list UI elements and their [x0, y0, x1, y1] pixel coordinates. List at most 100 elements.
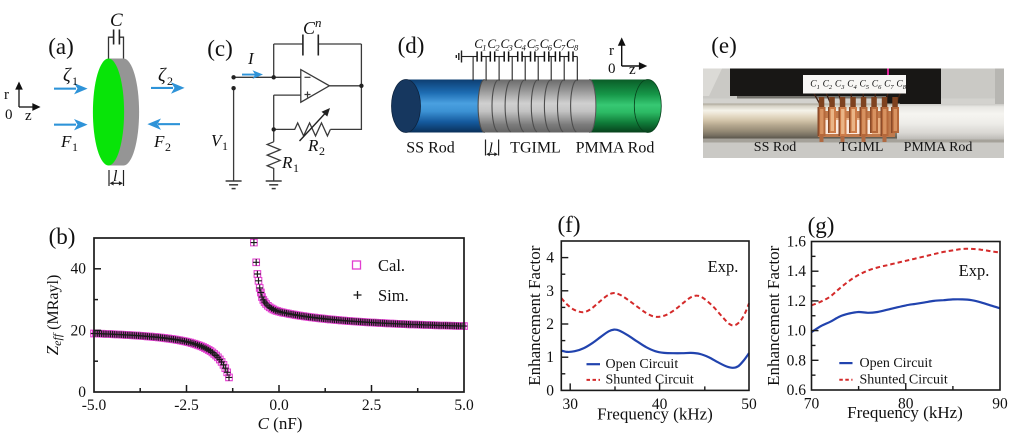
svg-text:l: l	[489, 140, 493, 156]
svg-text:4: 4	[546, 250, 554, 267]
svg-text:C: C	[860, 80, 867, 90]
svg-text:1: 1	[222, 139, 228, 153]
svg-text:Enhancement Factor: Enhancement Factor	[764, 245, 783, 386]
svg-text:Frequency (kHz): Frequency (kHz)	[597, 405, 713, 424]
svg-text:6: 6	[878, 84, 882, 91]
svg-text:2: 2	[829, 84, 833, 91]
svg-text:1: 1	[72, 74, 78, 88]
svg-text:C: C	[474, 36, 483, 51]
svg-text:F: F	[60, 132, 72, 151]
svg-text:4: 4	[854, 84, 858, 91]
svg-text:40: 40	[71, 261, 87, 278]
svg-text:2: 2	[546, 316, 554, 333]
svg-text:C: C	[527, 36, 536, 51]
svg-text:2: 2	[319, 144, 325, 158]
svg-text:Cal.: Cal.	[378, 256, 405, 275]
svg-text:(b): (b)	[49, 224, 76, 249]
svg-text:7: 7	[561, 43, 566, 53]
svg-text:Sim.: Sim.	[378, 286, 409, 305]
svg-text:SS Rod: SS Rod	[406, 139, 454, 156]
svg-text:Exp.: Exp.	[959, 261, 990, 280]
svg-text:0.6: 0.6	[787, 382, 807, 399]
svg-text:0: 0	[5, 107, 13, 123]
svg-text:Zeff (MRayl): Zeff (MRayl)	[43, 275, 64, 356]
svg-text:20: 20	[71, 323, 87, 340]
svg-text:(a): (a)	[48, 34, 74, 59]
svg-text:R: R	[281, 153, 293, 172]
svg-text:C: C	[514, 36, 523, 51]
svg-text:1: 1	[293, 161, 299, 175]
svg-text:4: 4	[522, 43, 527, 53]
svg-text:z: z	[25, 108, 32, 124]
svg-text:70: 70	[804, 396, 820, 413]
svg-text:(d): (d)	[398, 33, 425, 58]
svg-text:5.0: 5.0	[454, 397, 474, 414]
svg-text:(f): (f)	[558, 212, 581, 237]
svg-text:2.5: 2.5	[362, 397, 382, 414]
svg-text:7: 7	[890, 84, 894, 91]
svg-text:C: C	[835, 80, 842, 90]
svg-text:C: C	[487, 36, 496, 51]
svg-text:C: C	[553, 36, 562, 51]
svg-text:C: C	[896, 80, 903, 90]
svg-text:(g): (g)	[808, 213, 835, 238]
svg-text:C: C	[566, 36, 575, 51]
svg-text:R: R	[307, 136, 319, 155]
svg-text:Open Circuit: Open Circuit	[860, 356, 933, 371]
svg-text:-5.0: -5.0	[82, 397, 107, 414]
svg-text:0: 0	[608, 61, 616, 77]
svg-text:Open Circuit: Open Circuit	[606, 357, 679, 372]
svg-text:C: C	[110, 10, 123, 31]
svg-text:C (nF): C (nF)	[258, 414, 303, 433]
svg-text:I: I	[247, 49, 255, 68]
svg-text:(c): (c)	[207, 36, 233, 61]
svg-text:2: 2	[165, 140, 171, 154]
svg-text:r: r	[4, 87, 9, 103]
svg-text:1.2: 1.2	[787, 293, 806, 310]
svg-text:1: 1	[72, 140, 78, 154]
svg-text:C: C	[540, 36, 549, 51]
svg-text:2: 2	[167, 74, 173, 88]
svg-text:8: 8	[903, 84, 907, 91]
svg-text:C: C	[303, 18, 316, 38]
svg-text:8: 8	[574, 43, 579, 53]
svg-text:0: 0	[546, 382, 554, 399]
svg-text:50: 50	[741, 396, 757, 413]
svg-text:C: C	[501, 36, 510, 51]
svg-text:0: 0	[78, 384, 86, 401]
svg-text:PMMA Rod: PMMA Rod	[576, 139, 655, 156]
svg-text:0.0: 0.0	[269, 397, 289, 414]
svg-text:1.4: 1.4	[787, 263, 807, 280]
svg-text:TGIML: TGIML	[510, 139, 561, 156]
svg-text:C: C	[847, 80, 854, 90]
svg-text:F: F	[153, 132, 165, 151]
svg-text:5: 5	[866, 84, 870, 91]
svg-text:90: 90	[992, 396, 1008, 413]
svg-text:ζ: ζ	[158, 65, 167, 86]
svg-text:n: n	[315, 15, 322, 30]
svg-text:C: C	[810, 80, 817, 90]
svg-text:1: 1	[817, 84, 820, 91]
svg-text:1: 1	[482, 43, 486, 53]
svg-text:3: 3	[508, 43, 513, 53]
svg-text:3: 3	[546, 283, 554, 300]
svg-text:30: 30	[562, 396, 578, 413]
svg-text:Shunted Circuit: Shunted Circuit	[860, 373, 948, 388]
svg-text:3: 3	[840, 84, 845, 91]
svg-text:C: C	[823, 80, 830, 90]
svg-text:1.0: 1.0	[787, 323, 807, 340]
svg-text:2: 2	[495, 43, 500, 53]
svg-text:TGIML: TGIML	[839, 140, 883, 155]
svg-text:1: 1	[546, 349, 554, 366]
svg-text:z: z	[629, 62, 636, 78]
svg-text:Exp.: Exp.	[708, 257, 739, 276]
svg-text:l: l	[113, 168, 118, 185]
svg-text:C: C	[884, 80, 891, 90]
svg-text:5: 5	[535, 43, 539, 53]
svg-text:V: V	[211, 131, 224, 150]
svg-text:r: r	[609, 43, 614, 59]
svg-text:ζ: ζ	[63, 65, 72, 86]
svg-text:Enhancement Factor: Enhancement Factor	[525, 245, 544, 386]
svg-text:6: 6	[548, 43, 553, 53]
svg-text:PMMA Rod: PMMA Rod	[904, 140, 973, 155]
